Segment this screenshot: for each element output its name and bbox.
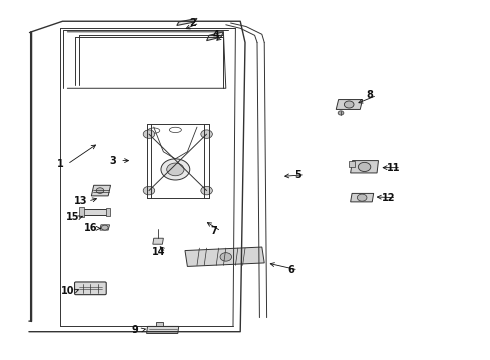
Text: 5: 5 — [294, 170, 301, 180]
Circle shape — [220, 253, 232, 261]
Circle shape — [143, 186, 155, 195]
Text: 13: 13 — [74, 196, 88, 206]
Polygon shape — [351, 161, 378, 173]
Circle shape — [161, 159, 190, 180]
Text: 15: 15 — [66, 212, 80, 222]
Text: 1: 1 — [57, 159, 64, 169]
Polygon shape — [351, 193, 374, 202]
Text: 2: 2 — [189, 18, 196, 28]
Circle shape — [358, 162, 371, 171]
Text: 12: 12 — [382, 193, 396, 203]
Polygon shape — [156, 322, 163, 327]
Polygon shape — [91, 185, 111, 196]
Polygon shape — [100, 225, 110, 230]
Circle shape — [201, 130, 212, 138]
Circle shape — [201, 186, 212, 195]
FancyBboxPatch shape — [74, 282, 106, 294]
Circle shape — [344, 101, 354, 108]
Polygon shape — [153, 238, 163, 244]
Text: 8: 8 — [367, 90, 373, 100]
Polygon shape — [147, 327, 179, 333]
Circle shape — [338, 111, 344, 115]
Circle shape — [143, 130, 155, 138]
Text: 9: 9 — [131, 325, 138, 335]
Text: 16: 16 — [84, 223, 97, 233]
Text: 10: 10 — [61, 286, 74, 296]
Text: 6: 6 — [287, 265, 294, 275]
Circle shape — [96, 188, 104, 193]
Text: 11: 11 — [387, 163, 401, 173]
Text: 7: 7 — [210, 226, 217, 236]
Circle shape — [357, 194, 367, 201]
Circle shape — [167, 163, 184, 176]
Polygon shape — [79, 207, 84, 217]
Text: 4: 4 — [213, 30, 220, 40]
Polygon shape — [349, 161, 355, 167]
Polygon shape — [336, 100, 363, 109]
Text: 3: 3 — [110, 156, 116, 166]
Circle shape — [101, 225, 108, 230]
Polygon shape — [185, 247, 264, 266]
Polygon shape — [106, 208, 110, 216]
Polygon shape — [207, 32, 223, 41]
Polygon shape — [177, 18, 197, 26]
Polygon shape — [82, 209, 108, 215]
Text: 14: 14 — [152, 247, 165, 257]
